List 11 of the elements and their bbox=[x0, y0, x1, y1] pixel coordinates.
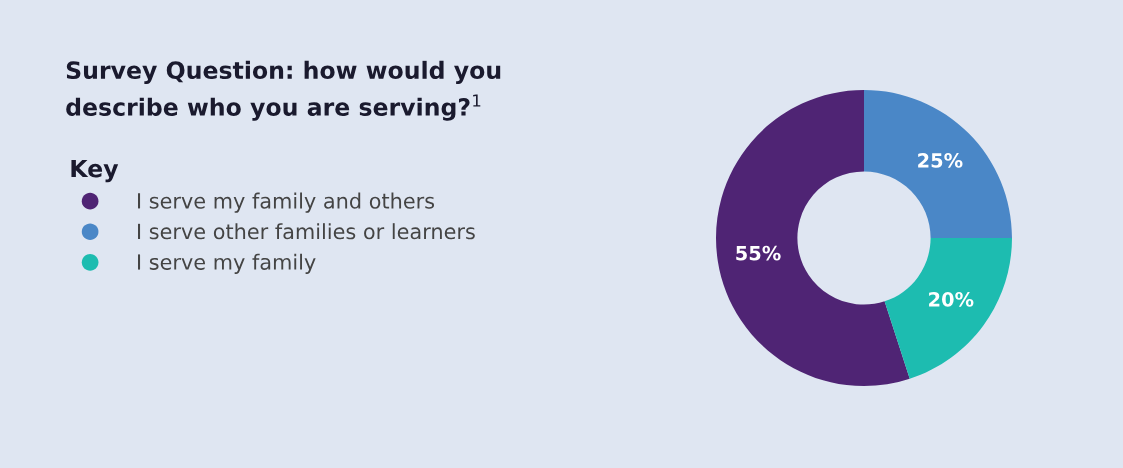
legend-title: Key bbox=[71, 159, 119, 183]
donut-slice bbox=[884, 238, 1012, 379]
chart-title: Survey Question: how would you describe who you are serving?$^{1}$ bbox=[66, 60, 501, 121]
donut-slice bbox=[864, 90, 1012, 238]
data-label: 25% bbox=[918, 153, 963, 168]
legend-label: I serve my family bbox=[138, 253, 316, 274]
legend-label: I serve other families or learners bbox=[138, 223, 475, 240]
data-label: 55% bbox=[736, 245, 781, 261]
legend-label: I serve my family and others bbox=[138, 192, 435, 213]
donut-slice bbox=[716, 90, 910, 386]
data-label: 20% bbox=[929, 292, 974, 307]
